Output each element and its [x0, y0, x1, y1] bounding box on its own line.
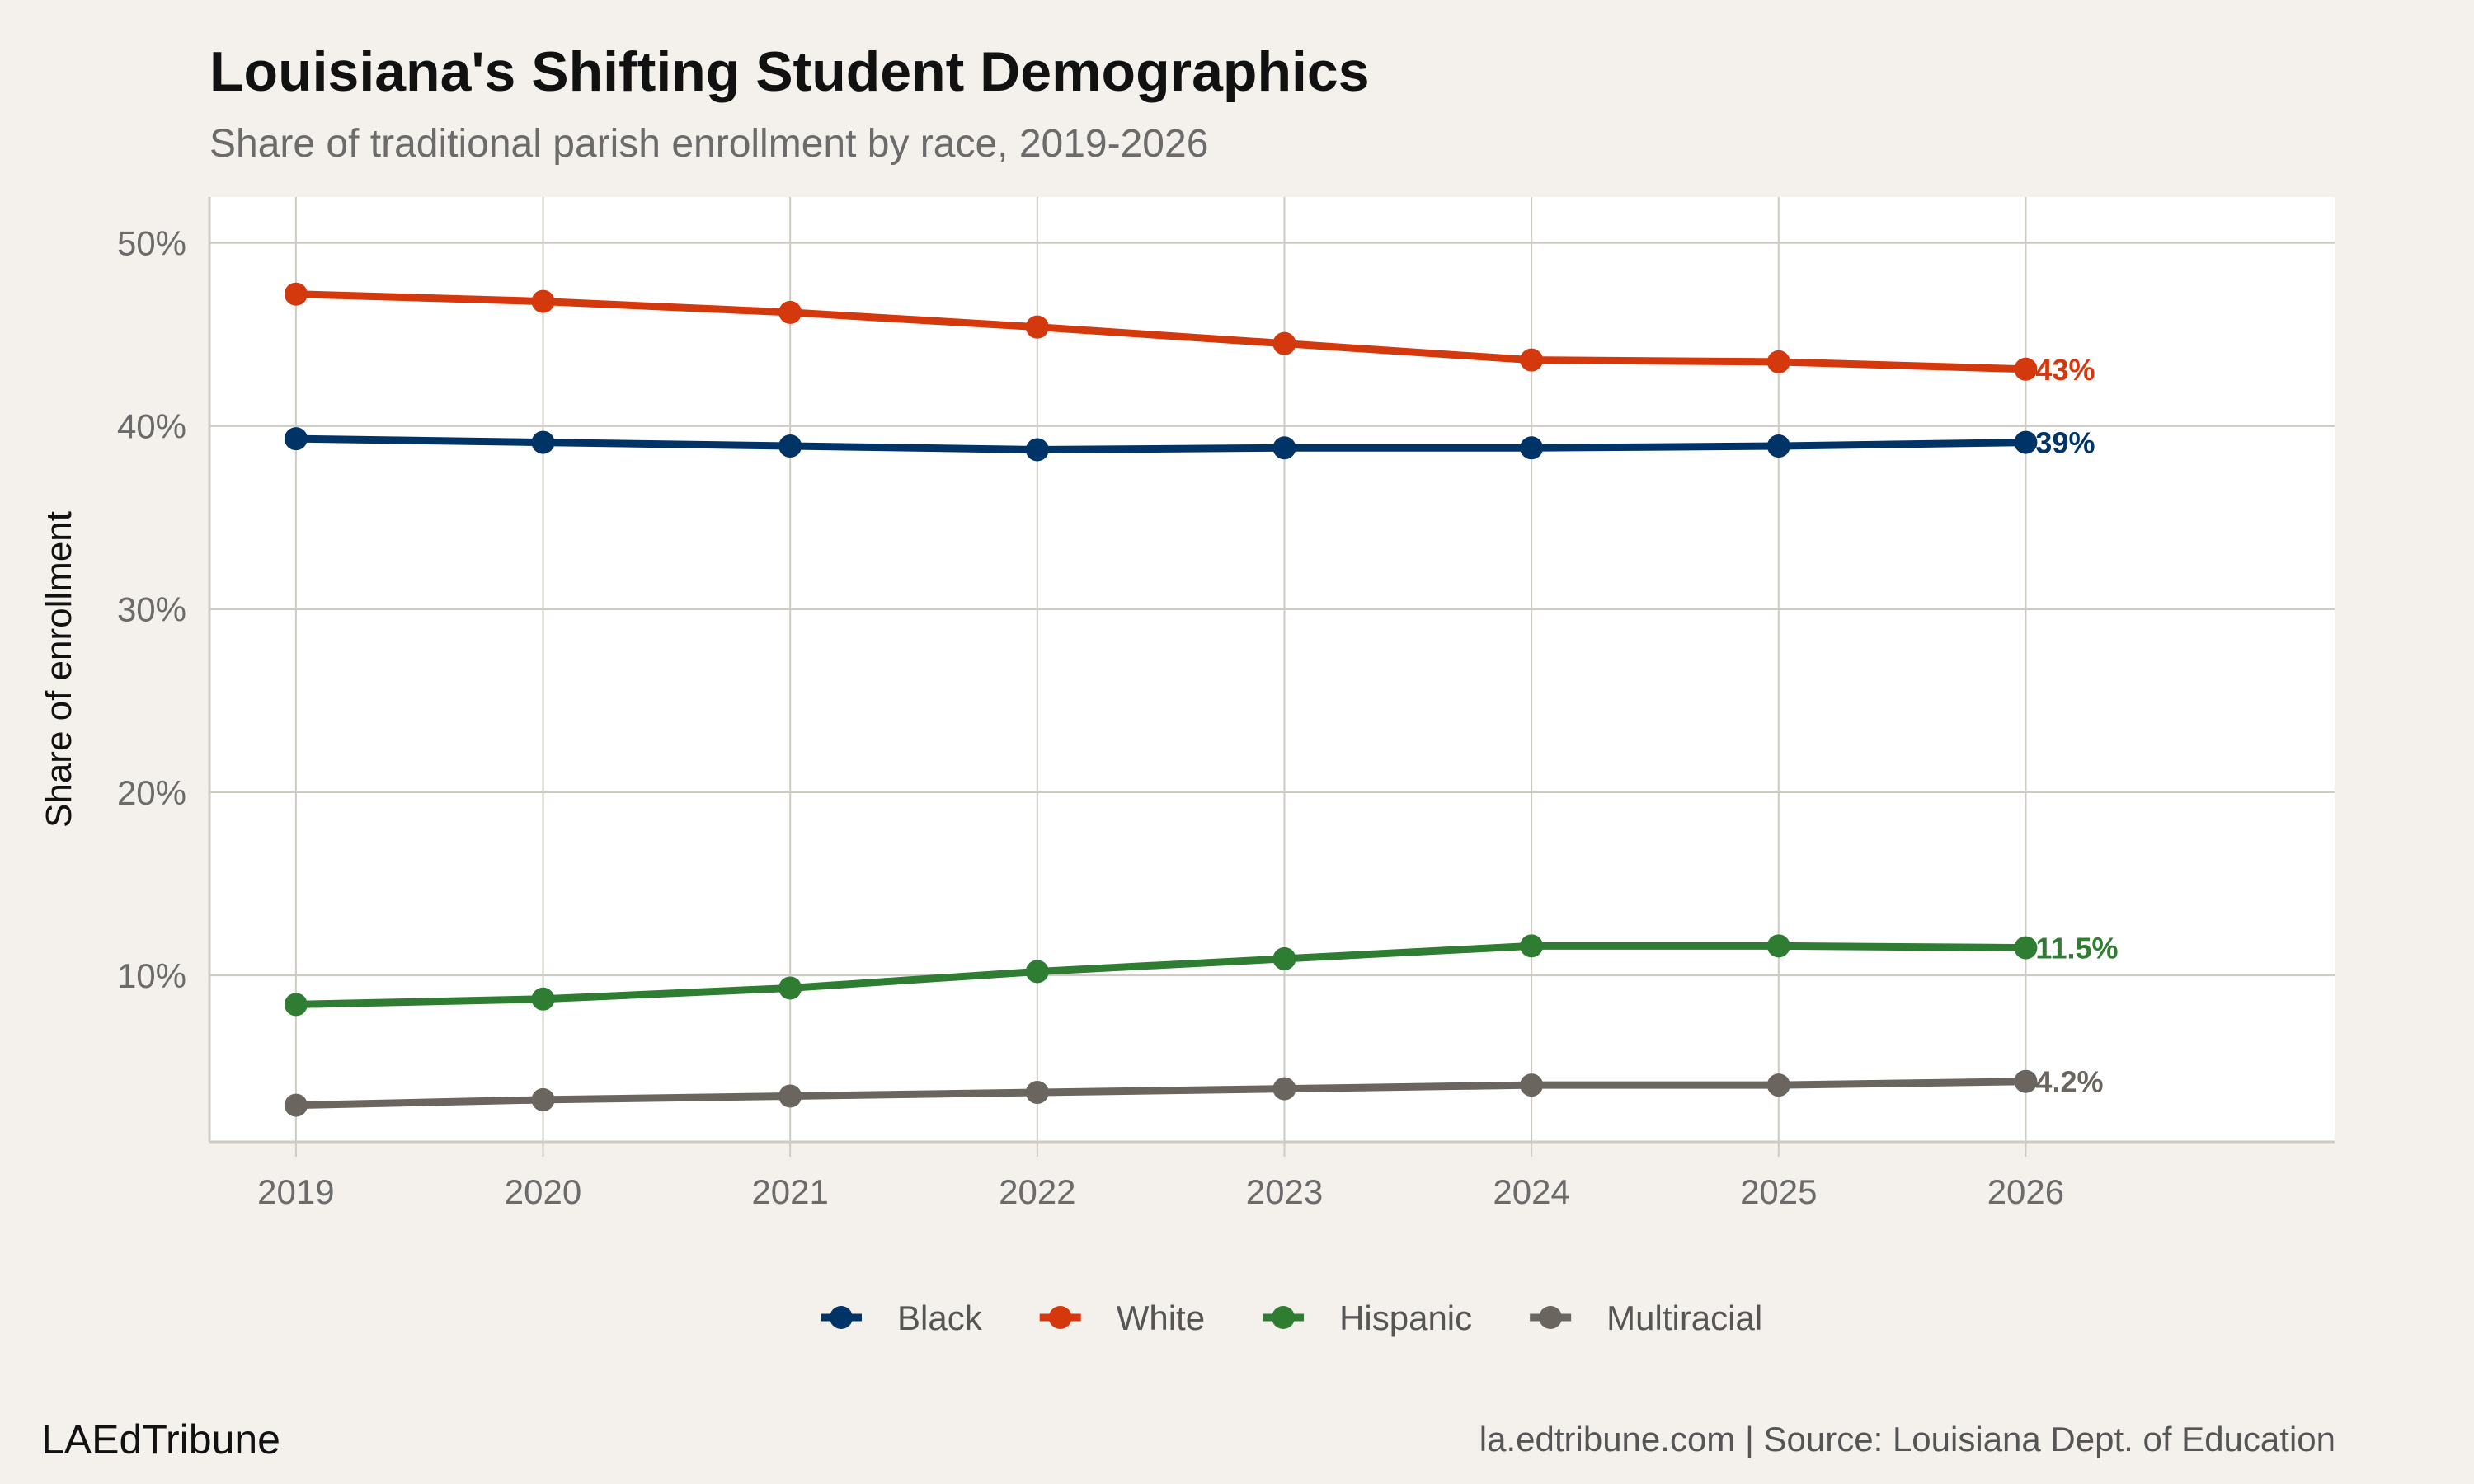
- data-point: [778, 434, 802, 458]
- data-point: [531, 987, 555, 1011]
- legend-marker-icon: [1272, 1306, 1296, 1329]
- y-axis-label: Share of enrollment: [39, 511, 79, 828]
- legend-item-hispanic: Hispanic: [1263, 1298, 1472, 1337]
- x-tick-label: 2019: [257, 1172, 334, 1211]
- x-tick-label: 2022: [999, 1172, 1075, 1211]
- series-hispanic: 11.5%: [284, 932, 2119, 1017]
- legend-label: White: [1117, 1298, 1205, 1337]
- legend-marker-icon: [1539, 1306, 1563, 1329]
- chart-title: Louisiana's Shifting Student Demographic…: [209, 40, 1370, 103]
- chart-subtitle: Share of traditional parish enrollment b…: [209, 122, 1208, 166]
- data-point: [1272, 331, 1296, 355]
- end-label: 11.5%: [2035, 932, 2118, 965]
- x-tick-label: 2023: [1246, 1172, 1323, 1211]
- data-point: [1766, 350, 1790, 373]
- data-point: [1766, 434, 1790, 458]
- legend-marker-icon: [830, 1306, 853, 1329]
- series-line: [295, 1078, 2026, 1110]
- data-point: [1025, 960, 1049, 984]
- data-point: [778, 1084, 802, 1108]
- legend-marker-icon: [1048, 1306, 1072, 1329]
- axes: 10% 20% 30% 40% 50% 2019 2020 2021 2022 2023 2024 2…: [117, 197, 2335, 1211]
- data-point: [778, 976, 802, 1000]
- data-point: [2014, 936, 2038, 960]
- data-point: [1272, 436, 1296, 460]
- data-point: [531, 289, 555, 313]
- legend-label: Multiracial: [1606, 1298, 1762, 1337]
- data-point: [2014, 357, 2038, 381]
- y-tick-label: 10%: [117, 956, 186, 995]
- data-point: [1272, 1077, 1296, 1101]
- data-point: [531, 430, 555, 454]
- x-tick-label: 2020: [505, 1172, 581, 1211]
- y-tick-label: 20%: [117, 773, 186, 812]
- series-white: 43%: [284, 282, 2095, 387]
- data-point: [1025, 315, 1049, 339]
- end-label: 43%: [2035, 353, 2095, 387]
- series-line: [295, 290, 2026, 373]
- legend-label: Hispanic: [1339, 1298, 1472, 1337]
- x-tick-label: 2024: [1493, 1172, 1569, 1211]
- legend: Black White Hispanic Multiracial: [821, 1298, 1762, 1337]
- series-black: 39%: [284, 426, 2095, 462]
- plot-panel: [209, 197, 2335, 1142]
- legend-item-multiracial: Multiracial: [1530, 1298, 1762, 1337]
- data-point: [284, 1093, 308, 1117]
- data-point: [1520, 934, 1544, 958]
- data-point: [284, 427, 308, 451]
- y-tick-label: 30%: [117, 590, 186, 629]
- brand-logo-text: LAEdTribune: [41, 1416, 280, 1463]
- source-note: la.edtribune.com | Source: Louisiana Dep…: [1479, 1420, 2335, 1458]
- data-point: [778, 300, 802, 324]
- grid: [209, 197, 2335, 1157]
- data-point: [1520, 1073, 1544, 1097]
- data-point: [1520, 348, 1544, 372]
- data-point: [1025, 438, 1049, 462]
- x-tick-label: 2021: [751, 1172, 828, 1211]
- series-line: [295, 434, 2026, 453]
- series-multiracial: 4.2%: [284, 1065, 2103, 1117]
- data-point: [1025, 1081, 1049, 1105]
- data-point: [531, 1087, 555, 1111]
- data-point: [284, 282, 308, 306]
- y-tick-label: 50%: [117, 224, 186, 263]
- data-point: [1272, 946, 1296, 970]
- data-point: [2014, 430, 2038, 454]
- legend-item-black: Black: [821, 1298, 983, 1337]
- legend-item-white: White: [1039, 1298, 1205, 1337]
- data-point: [1766, 1073, 1790, 1097]
- legend-label: Black: [897, 1298, 983, 1337]
- data-point: [284, 993, 308, 1017]
- x-tick-label: 2025: [1740, 1172, 1817, 1211]
- series-group: 39% 43% 11.5% 4.2%: [284, 282, 2119, 1117]
- data-point: [2014, 1069, 2038, 1093]
- x-tick-label: 2026: [1987, 1172, 2064, 1211]
- y-tick-label: 40%: [117, 407, 186, 446]
- data-point: [1520, 436, 1544, 460]
- data-point: [1766, 934, 1790, 958]
- series-line: [295, 942, 2026, 1008]
- end-label: 39%: [2035, 426, 2095, 460]
- end-label: 4.2%: [2035, 1065, 2103, 1099]
